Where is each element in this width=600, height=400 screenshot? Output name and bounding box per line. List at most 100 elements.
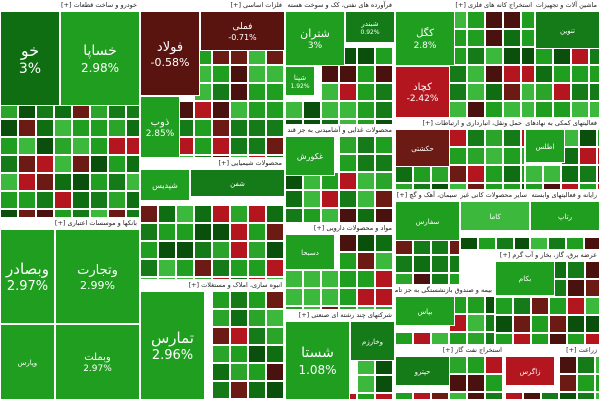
sector-title[interactable]: محصولات غذایی و آشامیدنی به جز قند و شکر… (285, 125, 395, 136)
stock-tile[interactable] (248, 327, 266, 345)
stock-tile[interactable] (467, 183, 485, 190)
stock-tile[interactable]: وبملت 2.97% (55, 324, 140, 400)
stock-tile[interactable]: حپترو (395, 356, 450, 386)
stock-tile[interactable] (230, 259, 248, 277)
stock-tile[interactable] (413, 332, 431, 345)
stock-tile[interactable] (553, 47, 571, 65)
stock-tile[interactable] (485, 83, 503, 101)
stock-tile[interactable] (413, 392, 431, 400)
stock-tile[interactable] (530, 237, 548, 250)
stock-tile[interactable] (357, 83, 375, 101)
stock-tile[interactable]: ذوب 2.85% (140, 96, 180, 158)
sector-block[interactable]: حمل ونقل، انبارداری و ارتباطات [+] حکشتی (395, 118, 525, 190)
stock-tile[interactable]: شپنا 1.92% (285, 66, 315, 96)
stock-tile[interactable] (339, 172, 357, 190)
stock-tile[interactable] (485, 296, 495, 314)
stock-tile[interactable] (266, 277, 284, 280)
stock-tile[interactable] (266, 137, 284, 155)
stock-tile[interactable] (393, 288, 395, 306)
stock-tile[interactable] (230, 119, 248, 137)
stock-tile[interactable] (230, 205, 248, 223)
stock-tile[interactable] (357, 190, 375, 208)
stock-tile[interactable] (375, 375, 393, 393)
stock-tile[interactable] (561, 165, 579, 183)
stock-tile[interactable] (495, 333, 513, 345)
stock-tile[interactable] (266, 83, 284, 101)
stock-tile[interactable] (339, 270, 357, 288)
stock-tile[interactable] (521, 101, 535, 118)
stock-tile[interactable] (531, 333, 549, 345)
sector-block[interactable]: سایر محصولات کانی غیرفلزی [+] کاما (460, 190, 530, 250)
stock-tile[interactable] (126, 191, 140, 209)
stock-tile[interactable] (375, 270, 393, 288)
stock-tile[interactable] (485, 314, 495, 332)
stock-tile[interactable] (567, 333, 585, 345)
stock-tile[interactable] (503, 183, 521, 190)
stock-tile[interactable] (485, 165, 503, 183)
stock-tile[interactable] (449, 101, 467, 118)
stock-tile[interactable] (248, 309, 266, 327)
stock-tile[interactable] (393, 190, 395, 208)
sector-title[interactable]: سیمان، آهک و گچ [+] (395, 190, 460, 201)
stock-tile[interactable] (357, 306, 375, 310)
stock-tile[interactable] (431, 392, 449, 400)
stock-tile[interactable] (212, 223, 230, 241)
stock-tile[interactable] (395, 255, 413, 273)
stock-tile[interactable]: کچاد -2.42% (395, 66, 450, 118)
stock-tile[interactable] (467, 314, 485, 332)
stock-tile[interactable] (230, 345, 248, 363)
stock-tile[interactable] (108, 209, 126, 218)
stock-tile[interactable] (321, 119, 339, 125)
stock-tile[interactable] (248, 205, 266, 223)
stock-tile[interactable] (375, 306, 393, 310)
stock-tile[interactable] (212, 155, 230, 158)
sector-title[interactable]: زراعت [+] (505, 345, 600, 356)
stock-tile[interactable] (212, 345, 230, 363)
stock-tile[interactable]: سفارس (395, 201, 460, 241)
stock-tile[interactable] (339, 65, 357, 83)
stock-tile[interactable] (561, 183, 579, 190)
stock-tile[interactable] (496, 237, 514, 250)
stock-tile[interactable] (230, 65, 248, 83)
stock-tile[interactable] (521, 147, 525, 165)
stock-tile[interactable] (18, 209, 36, 218)
stock-tile[interactable]: غکورش (285, 136, 335, 176)
stock-tile[interactable] (549, 333, 567, 345)
stock-tile[interactable] (212, 205, 230, 223)
stock-tile[interactable] (266, 381, 284, 399)
stock-tile[interactable] (375, 252, 393, 270)
stock-tile[interactable] (503, 101, 521, 118)
stock-tile[interactable]: وخارزم (350, 321, 395, 361)
stock-tile[interactable] (230, 277, 248, 280)
stock-tile[interactable] (357, 65, 375, 83)
stock-tile[interactable] (449, 255, 460, 273)
stock-tile[interactable] (108, 191, 126, 209)
sector-title[interactable]: مواد و محصولات دارویی [+] (285, 223, 395, 234)
stock-tile[interactable] (485, 183, 503, 190)
stock-tile[interactable] (375, 47, 393, 65)
stock-tile[interactable] (212, 101, 230, 119)
stock-tile[interactable] (339, 83, 357, 101)
stock-tile[interactable] (395, 332, 413, 345)
stock-tile[interactable] (571, 101, 589, 118)
stock-tile[interactable] (413, 273, 431, 285)
stock-tile[interactable] (449, 392, 467, 400)
stock-tile[interactable] (72, 173, 90, 191)
stock-tile[interactable] (541, 392, 559, 400)
stock-tile[interactable] (194, 205, 212, 223)
sector-block[interactable]: بیمه و صندوق بازنشستگی به جز تامین اجتما… (395, 285, 495, 345)
sector-title[interactable]: فرآورده های نفتی، کک و سوخت هسته ای [+] (285, 0, 395, 11)
sector-title[interactable]: فعالیتهای کمکی به نهادهای مالی واسط [+] (525, 118, 600, 129)
stock-tile[interactable] (303, 306, 321, 310)
stock-tile[interactable] (585, 261, 600, 279)
stock-tile[interactable] (284, 363, 285, 381)
stock-tile[interactable] (72, 155, 90, 173)
stock-tile[interactable] (266, 65, 284, 83)
stock-tile[interactable] (357, 252, 375, 270)
stock-tile[interactable] (18, 137, 36, 155)
stock-tile[interactable] (321, 83, 339, 101)
stock-tile[interactable] (339, 136, 357, 154)
stock-tile[interactable] (521, 165, 525, 183)
stock-tile[interactable] (194, 137, 212, 155)
stock-tile[interactable] (393, 306, 395, 310)
